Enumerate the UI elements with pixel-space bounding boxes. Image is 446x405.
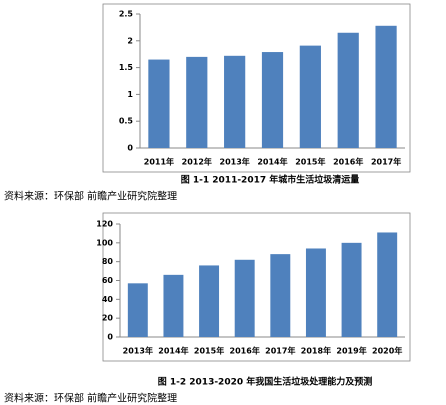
y-tick-label: 2 <box>127 36 133 45</box>
x-tick-label: 2011年 <box>144 157 174 167</box>
source-note: 资料来源：环保部 前瞻产业研究院整理 <box>4 392 177 405</box>
bar <box>199 265 220 337</box>
y-tick-label: 1.5 <box>119 63 134 72</box>
bar <box>375 25 397 148</box>
bar <box>341 242 362 337</box>
y-tick-label: 20 <box>102 314 114 323</box>
y-tick-label: 2.5 <box>119 10 134 19</box>
bar <box>270 254 291 337</box>
y-tick-label: 120 <box>96 220 113 229</box>
x-tick-label: 2018年 <box>301 346 331 356</box>
x-tick-label: 2020年 <box>372 346 402 356</box>
bar <box>224 55 246 148</box>
x-tick-label: 2016年 <box>333 157 363 167</box>
bar <box>261 52 284 148</box>
x-tick-label: 2015年 <box>295 157 325 167</box>
x-tick-label: 2012年 <box>182 157 212 167</box>
y-tick-label: 40 <box>102 295 114 304</box>
bar <box>127 283 148 337</box>
x-tick-label: 2015年 <box>194 346 224 356</box>
bar <box>337 32 359 149</box>
x-tick-label: 2013年 <box>123 346 153 356</box>
y-tick-label: 1 <box>127 90 133 99</box>
bar <box>234 259 255 337</box>
y-tick-label: 60 <box>102 276 114 285</box>
x-tick-label: 2014年 <box>257 157 287 167</box>
bar <box>377 232 398 337</box>
x-tick-label: 2016年 <box>230 346 260 356</box>
bar <box>163 274 184 337</box>
x-tick-label: 2017年 <box>265 346 295 356</box>
x-tick-label: 2013年 <box>220 157 250 167</box>
figure-caption: 图 1-2 2013-2020 年我国生活垃圾处理能力及预测 <box>158 376 373 388</box>
chart-frame <box>102 212 411 362</box>
x-tick-label: 2017年 <box>371 157 401 167</box>
y-tick-label: 100 <box>96 238 113 247</box>
y-tick-label: 0 <box>107 333 113 342</box>
figure-caption: 图 1-1 2011-2017 年城市生活垃圾清运量 <box>181 174 360 186</box>
y-tick-label: 0 <box>127 144 133 153</box>
bar <box>299 45 321 148</box>
bar <box>148 59 170 149</box>
chart-frame <box>102 3 411 173</box>
bar <box>305 248 326 337</box>
x-tick-label: 2019年 <box>336 346 366 356</box>
y-tick-label: 80 <box>102 257 114 266</box>
x-tick-label: 2014年 <box>158 346 188 356</box>
source-note: 资料来源：环保部 前瞻产业研究院整理 <box>4 190 177 203</box>
bar <box>186 56 208 148</box>
y-tick-label: 0.5 <box>119 117 134 126</box>
